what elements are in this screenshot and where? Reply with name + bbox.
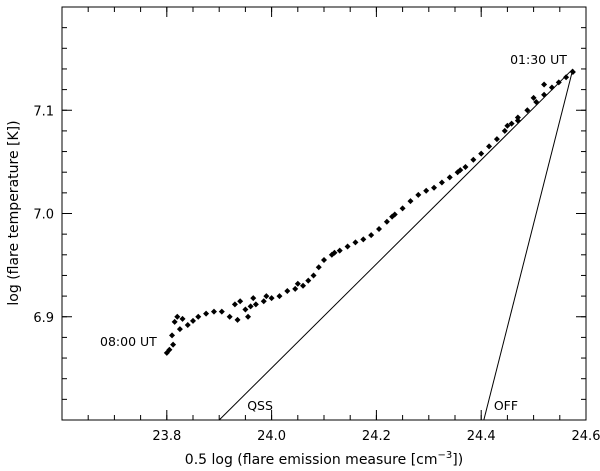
- data-point: [541, 81, 548, 88]
- data-point: [284, 287, 291, 294]
- data-point: [294, 280, 301, 287]
- annotation-qss: QSS: [247, 398, 273, 413]
- data-point: [508, 120, 515, 127]
- data-point: [169, 332, 176, 339]
- data-point: [263, 293, 270, 300]
- x-axis-title: 0.5 log (flare emission measure [cm−3]): [185, 450, 463, 468]
- data-point: [457, 167, 464, 174]
- data-point: [548, 84, 555, 91]
- data-point: [260, 298, 267, 305]
- data-point: [376, 225, 383, 232]
- data-point: [247, 303, 254, 310]
- axis-ticks: 23.8 24.0 24.2 24.4 24.6 6.9 7.0 7.1: [33, 6, 600, 444]
- data-point: [292, 285, 299, 292]
- data-point: [524, 107, 531, 114]
- data-point: [407, 198, 414, 205]
- data-point: [174, 313, 181, 320]
- data-point: [514, 117, 521, 124]
- data-point: [210, 308, 217, 315]
- annotation-08-00-ut: 08:00 UT: [100, 334, 157, 349]
- data-point: [336, 247, 343, 254]
- qss-line: [218, 68, 574, 421]
- data-point: [569, 69, 576, 76]
- data-point: [555, 79, 562, 86]
- data-point: [242, 306, 249, 313]
- data-point: [237, 298, 244, 305]
- data-point: [504, 122, 511, 129]
- data-point: [203, 310, 210, 317]
- x-tick-label: 23.8: [152, 429, 181, 444]
- data-point: [470, 156, 477, 163]
- annotations: 01:30 UT 08:00 UT QSS OFF: [100, 52, 567, 413]
- x-tick-label: 24.0: [257, 429, 286, 444]
- data-point: [541, 91, 548, 98]
- data-point: [331, 249, 338, 256]
- data-point: [195, 313, 202, 320]
- data-point: [184, 322, 191, 329]
- y-tick-label: 7.1: [33, 104, 54, 119]
- data-point: [170, 341, 177, 348]
- data-point: [176, 326, 183, 333]
- data-point: [300, 282, 307, 289]
- data-point: [514, 114, 521, 121]
- annotation-01-30-ut: 01:30 UT: [510, 52, 567, 67]
- data-point: [368, 232, 375, 239]
- data-point: [360, 236, 367, 243]
- data-point: [423, 187, 430, 194]
- data-point: [252, 301, 259, 308]
- y-tick-label: 6.9: [33, 311, 54, 326]
- data-point: [438, 179, 445, 186]
- data-point: [179, 315, 186, 322]
- data-point: [321, 256, 327, 263]
- data-point: [344, 243, 351, 250]
- off-line: [483, 68, 574, 421]
- data-point: [431, 184, 438, 191]
- data-point: [462, 164, 469, 171]
- x-tick-label: 24.6: [572, 429, 600, 444]
- data-point: [383, 218, 390, 225]
- data-point: [163, 349, 170, 356]
- data-point: [389, 213, 396, 220]
- data-point: [415, 191, 422, 198]
- data-point: [171, 318, 178, 325]
- data-point: [399, 205, 406, 212]
- y-axis-title: log (flare temperature [K]): [6, 120, 22, 305]
- plot-frame: [61, 6, 587, 421]
- data-point: [352, 239, 359, 246]
- data-point: [493, 136, 500, 143]
- x-tick-label: 24.4: [467, 429, 496, 444]
- data-point: [305, 277, 312, 284]
- data-point: [231, 301, 238, 308]
- data-point: [446, 174, 453, 181]
- data-point: [478, 150, 485, 157]
- data-point: [563, 74, 570, 81]
- x-tick-label: 24.2: [362, 429, 391, 444]
- data-point: [530, 94, 537, 101]
- annotation-off: OFF: [494, 398, 518, 413]
- data-point: [533, 98, 540, 105]
- data-point: [250, 295, 257, 302]
- model-lines: [218, 68, 574, 421]
- data-point: [276, 293, 283, 300]
- data-points: [163, 69, 576, 356]
- data-point: [486, 143, 493, 150]
- data-point: [234, 316, 241, 323]
- data-point: [226, 313, 233, 320]
- data-point: [268, 295, 275, 302]
- y-tick-label: 7.0: [33, 208, 54, 223]
- data-point: [501, 127, 508, 134]
- data-point: [310, 272, 317, 279]
- data-point: [190, 317, 196, 324]
- data-point: [315, 264, 322, 271]
- data-point: [245, 313, 252, 320]
- data-point: [218, 308, 225, 315]
